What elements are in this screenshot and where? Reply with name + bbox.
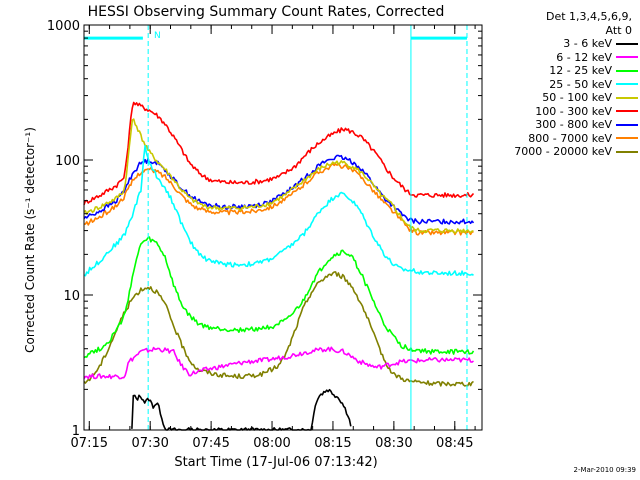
legend-entry: 12 - 25 keV [486, 64, 638, 78]
tick-layer: 07:15 07:30 07:45 08:00 08:15 08:30 08:45 1 10 10… [47, 19, 482, 451]
legend-entry: 100 - 300 keV [486, 105, 638, 119]
legend-swatch [616, 42, 638, 45]
legend-swatch [616, 150, 638, 153]
y-tick-label-2: 100 [55, 154, 80, 169]
legend-entry: 6 - 12 keV [486, 51, 638, 65]
x-tick-label-0: 07:15 [71, 436, 108, 451]
legend-swatch [616, 56, 638, 59]
x-tick-label-3: 08:00 [253, 436, 290, 451]
legend: Det 1,3,4,5,6,9, Att 0 3 - 6 keV 6 - 12 k… [486, 10, 638, 159]
legend-label: 3 - 6 keV [563, 37, 612, 50]
legend-entry: 25 - 50 keV [486, 78, 638, 92]
legend-entry: 300 - 800 keV [486, 118, 638, 132]
y-tick-label-3: 1000 [47, 19, 80, 34]
legend-label: 25 - 50 keV [549, 77, 612, 91]
legend-entry: 3 - 6 keV [486, 37, 638, 51]
series-line-8 [83, 271, 474, 387]
series-line-3 [83, 145, 474, 277]
x-tick-label-4: 08:15 [314, 436, 351, 451]
legend-label: 100 - 300 keV [535, 104, 612, 118]
x-tick-label-5: 08:30 [375, 436, 412, 451]
x-tick-label-6: 08:45 [436, 436, 473, 451]
series-line-7 [84, 162, 474, 236]
legend-label: 800 - 7000 keV [528, 131, 612, 145]
legend-label: 6 - 12 keV [556, 50, 612, 64]
legend-entry: 50 - 100 keV [486, 91, 638, 105]
legend-detector-line-1: Det 1,3,4,5,6,9, [545, 10, 632, 23]
legend-swatch [616, 123, 638, 126]
series-line-2 [83, 236, 475, 359]
chart-title: HESSI Observing Summary Count Rates, Cor… [88, 4, 445, 20]
x-tick-label-2: 07:45 [192, 436, 229, 451]
event-marker-0: N [154, 31, 161, 41]
y-tick-label-1: 10 [63, 289, 80, 304]
series-line-1 [83, 346, 474, 380]
data-layer [83, 101, 475, 431]
x-tick-label-1: 07:30 [131, 436, 168, 451]
legend-swatch [616, 69, 638, 72]
legend-detector-line-2: Att 0 [605, 23, 632, 37]
legend-label: 7000 - 20000 keV [514, 145, 612, 158]
legend-swatch [616, 137, 638, 140]
legend-entry: 7000 - 20000 keV [486, 145, 638, 159]
legend-entry: 800 - 7000 keV [486, 132, 638, 146]
x-axis-label: Start Time (17-Jul-06 07:13:42) [174, 455, 377, 470]
series-line-5 [83, 101, 475, 206]
legend-swatch [616, 83, 638, 86]
y-axis-label: Corrected Count Rate (s⁻¹ detector⁻¹) [23, 127, 37, 353]
legend-swatch [616, 96, 638, 99]
series-line-4 [83, 118, 474, 234]
plot-frame [83, 24, 483, 431]
legend-label: 12 - 25 keV [549, 64, 612, 77]
legend-swatch [616, 110, 638, 113]
legend-label: 50 - 100 keV [542, 91, 612, 104]
event-layer: N [84, 25, 468, 430]
series-line-0 [131, 388, 352, 431]
y-tick-label-0: 1 [72, 424, 80, 439]
generation-timestamp: 2-Mar-2010 09:39 [573, 466, 636, 474]
legend-label: 300 - 800 keV [535, 118, 612, 131]
